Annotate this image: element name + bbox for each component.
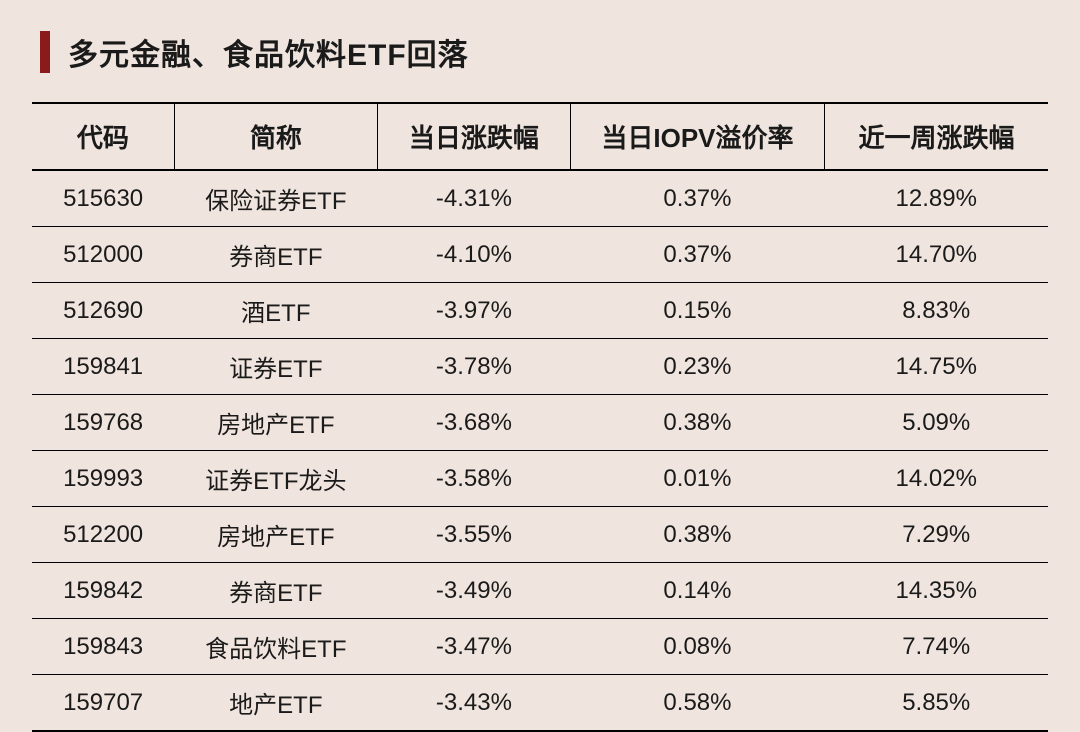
cell-day-change: -3.55% — [377, 507, 570, 563]
table-row: 159993 证券ETF龙头 -3.58% 0.01% 14.02% — [32, 451, 1048, 507]
cell-day-change: -3.78% — [377, 339, 570, 395]
cell-week-change: 12.89% — [824, 170, 1048, 227]
cell-week-change: 14.35% — [824, 563, 1048, 619]
table-row: 512000 券商ETF -4.10% 0.37% 14.70% — [32, 227, 1048, 283]
cell-name: 房地产ETF — [174, 507, 377, 563]
cell-code: 159768 — [32, 395, 174, 451]
table-header-row: 代码 简称 当日涨跌幅 当日IOPV溢价率 近一周涨跌幅 — [32, 103, 1048, 170]
header-day-change: 当日涨跌幅 — [377, 103, 570, 170]
cell-iopv-premium: 0.14% — [570, 563, 824, 619]
cell-iopv-premium: 0.58% — [570, 675, 824, 732]
cell-code: 159707 — [32, 675, 174, 732]
cell-iopv-premium: 0.01% — [570, 451, 824, 507]
cell-week-change: 14.75% — [824, 339, 1048, 395]
cell-day-change: -4.10% — [377, 227, 570, 283]
cell-iopv-premium: 0.37% — [570, 170, 824, 227]
cell-name: 证券ETF龙头 — [174, 451, 377, 507]
table-row: 159842 券商ETF -3.49% 0.14% 14.35% — [32, 563, 1048, 619]
cell-name: 券商ETF — [174, 227, 377, 283]
cell-day-change: -3.97% — [377, 283, 570, 339]
cell-code: 159843 — [32, 619, 174, 675]
cell-iopv-premium: 0.37% — [570, 227, 824, 283]
cell-iopv-premium: 0.38% — [570, 507, 824, 563]
table-row: 159768 房地产ETF -3.68% 0.38% 5.09% — [32, 395, 1048, 451]
cell-name: 食品饮料ETF — [174, 619, 377, 675]
header-iopv-premium: 当日IOPV溢价率 — [570, 103, 824, 170]
cell-name: 券商ETF — [174, 563, 377, 619]
cell-name: 证券ETF — [174, 339, 377, 395]
cell-name: 房地产ETF — [174, 395, 377, 451]
table-row: 515630 保险证券ETF -4.31% 0.37% 12.89% — [32, 170, 1048, 227]
cell-day-change: -3.47% — [377, 619, 570, 675]
table-row: 159843 食品饮料ETF -3.47% 0.08% 7.74% — [32, 619, 1048, 675]
cell-code: 159842 — [32, 563, 174, 619]
table-row: 512690 酒ETF -3.97% 0.15% 8.83% — [32, 283, 1048, 339]
cell-week-change: 5.09% — [824, 395, 1048, 451]
cell-name: 酒ETF — [174, 283, 377, 339]
table-row: 512200 房地产ETF -3.55% 0.38% 7.29% — [32, 507, 1048, 563]
cell-week-change: 14.70% — [824, 227, 1048, 283]
cell-week-change: 14.02% — [824, 451, 1048, 507]
cell-code: 512690 — [32, 283, 174, 339]
cell-iopv-premium: 0.38% — [570, 395, 824, 451]
cell-day-change: -3.68% — [377, 395, 570, 451]
etf-table: 代码 简称 当日涨跌幅 当日IOPV溢价率 近一周涨跌幅 515630 保险证券… — [32, 102, 1048, 732]
cell-code: 512200 — [32, 507, 174, 563]
cell-day-change: -3.43% — [377, 675, 570, 732]
cell-name: 地产ETF — [174, 675, 377, 732]
header-code: 代码 — [32, 103, 174, 170]
cell-code: 159841 — [32, 339, 174, 395]
title-row: 多元金融、食品饮料ETF回落 — [32, 30, 1048, 74]
cell-week-change: 7.74% — [824, 619, 1048, 675]
table-row: 159841 证券ETF -3.78% 0.23% 14.75% — [32, 339, 1048, 395]
cell-iopv-premium: 0.15% — [570, 283, 824, 339]
cell-week-change: 5.85% — [824, 675, 1048, 732]
cell-iopv-premium: 0.23% — [570, 339, 824, 395]
table-row: 159707 地产ETF -3.43% 0.58% 5.85% — [32, 675, 1048, 732]
header-week-change: 近一周涨跌幅 — [824, 103, 1048, 170]
cell-iopv-premium: 0.08% — [570, 619, 824, 675]
cell-day-change: -3.58% — [377, 451, 570, 507]
table-body: 515630 保险证券ETF -4.31% 0.37% 12.89% 51200… — [32, 170, 1048, 731]
header-name: 简称 — [174, 103, 377, 170]
cell-week-change: 7.29% — [824, 507, 1048, 563]
cell-day-change: -4.31% — [377, 170, 570, 227]
page-title: 多元金融、食品饮料ETF回落 — [68, 30, 469, 74]
cell-code: 515630 — [32, 170, 174, 227]
cell-week-change: 8.83% — [824, 283, 1048, 339]
cell-day-change: -3.49% — [377, 563, 570, 619]
cell-code: 159993 — [32, 451, 174, 507]
accent-bar — [40, 31, 50, 73]
cell-code: 512000 — [32, 227, 174, 283]
cell-name: 保险证券ETF — [174, 170, 377, 227]
